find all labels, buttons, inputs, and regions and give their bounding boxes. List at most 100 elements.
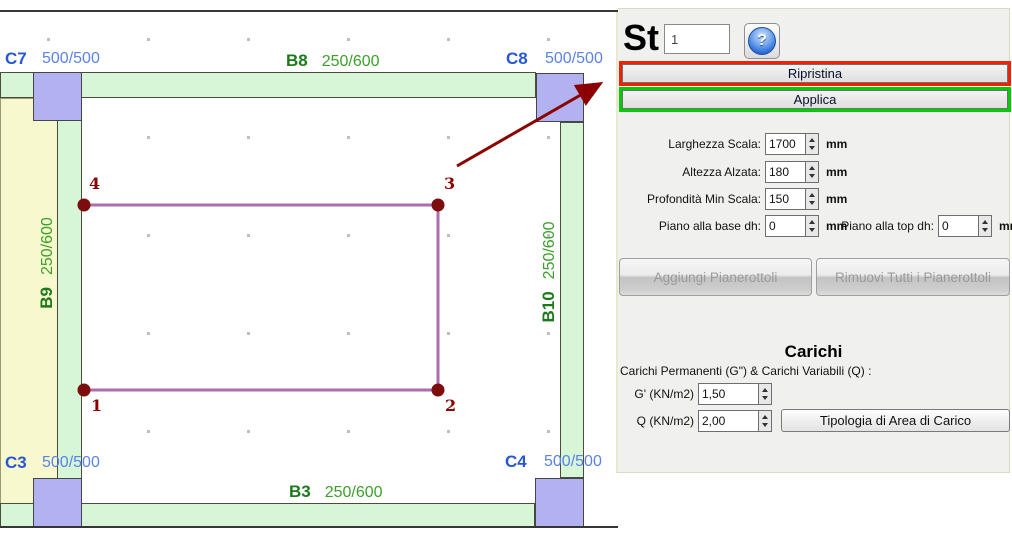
grid-dot xyxy=(447,38,450,41)
vertex-2-marker xyxy=(431,383,445,397)
profondita-stepper[interactable] xyxy=(806,188,819,210)
step-down-icon[interactable] xyxy=(762,423,768,427)
piano-top-unit: mm xyxy=(999,219,1012,233)
applica-highlight: Applica xyxy=(619,87,1011,112)
column-c3-size: 500/500 xyxy=(42,454,100,471)
grid-dot xyxy=(247,136,250,139)
column-c4-label: C4 xyxy=(505,452,527,471)
beam-b10-label: B10250/600 xyxy=(539,221,558,323)
step-up-icon[interactable] xyxy=(762,388,768,392)
q-label: Q (KN/m2) xyxy=(636,414,694,428)
ripristina-button[interactable]: Ripristina xyxy=(622,64,1008,83)
beam-b8[interactable] xyxy=(0,72,536,98)
piano-top-label: Piano alla top dh: xyxy=(841,219,934,233)
vertex-1-label[interactable]: 1 xyxy=(91,396,103,415)
piano-base-input[interactable] xyxy=(765,215,806,237)
column-c4[interactable] xyxy=(535,478,584,527)
row-piano-top: Piano alla top dh: mm xyxy=(840,215,1012,237)
step-up-icon[interactable] xyxy=(809,220,815,224)
step-down-icon[interactable] xyxy=(762,396,768,400)
g-input[interactable] xyxy=(698,383,759,405)
altezza-stepper[interactable] xyxy=(806,161,819,183)
grid-dot xyxy=(447,136,450,139)
grid-dot xyxy=(447,430,450,433)
beam-b3-label: B3 250/600 xyxy=(289,482,383,501)
tipologia-area-carico-button[interactable]: Tipologia di Area di Carico xyxy=(781,409,1010,432)
column-c3-label: C3 xyxy=(5,453,27,472)
beam-b9[interactable] xyxy=(57,98,82,503)
q-input[interactable] xyxy=(698,410,759,432)
step-down-icon[interactable] xyxy=(809,228,815,232)
profondita-input[interactable] xyxy=(765,188,806,210)
step-up-icon[interactable] xyxy=(809,138,815,142)
column-c4-size: 500/500 xyxy=(544,453,602,470)
grid-dot xyxy=(447,234,450,237)
larghezza-input[interactable] xyxy=(765,133,806,155)
column-c8[interactable] xyxy=(536,73,584,122)
grid-dot xyxy=(247,332,250,335)
stair-title: St xyxy=(623,17,659,58)
help-icon: ? xyxy=(748,27,776,55)
profondita-unit: mm xyxy=(826,192,848,206)
grid-dot xyxy=(147,38,150,41)
applica-button[interactable]: Applica xyxy=(622,90,1008,109)
step-up-icon[interactable] xyxy=(982,220,988,224)
piano-top-input[interactable] xyxy=(938,215,979,237)
altezza-input[interactable] xyxy=(765,161,806,183)
vertex-4-label[interactable]: 4 xyxy=(89,174,101,193)
q-stepper[interactable] xyxy=(759,410,772,432)
row-altezza: Altezza Alzata: mm xyxy=(618,161,847,183)
piano-base-label: Piano alla base dh: xyxy=(658,219,761,233)
grid-dot xyxy=(247,38,250,41)
step-down-icon[interactable] xyxy=(809,174,815,178)
step-down-icon[interactable] xyxy=(809,146,815,150)
grid-dot xyxy=(547,332,550,335)
plan-canvas[interactable]: C7 500/500 C8 500/500 C3 500/500 C4 500/… xyxy=(0,0,618,538)
g-label: G' (KN/m2) xyxy=(634,387,694,401)
row-piano-base: Piano alla base dh: mm xyxy=(618,215,847,237)
grid-dot xyxy=(47,38,50,41)
grid-dot xyxy=(547,136,550,139)
column-c7[interactable] xyxy=(33,72,82,121)
grid-dot xyxy=(347,136,350,139)
grid-dot xyxy=(147,136,150,139)
g-stepper[interactable] xyxy=(759,383,772,405)
step-up-icon[interactable] xyxy=(809,166,815,170)
grid-dot xyxy=(147,234,150,237)
grid-dot xyxy=(447,332,450,335)
carichi-heading: Carichi xyxy=(784,342,843,361)
row-g: G' (KN/m2) xyxy=(618,383,772,405)
stair-properties-panel: St ? Ripristina Applica Larghezza Scala:… xyxy=(616,8,1012,473)
step-down-icon[interactable] xyxy=(982,228,988,232)
altezza-label: Altezza Alzata: xyxy=(682,165,761,179)
grid-dot xyxy=(347,332,350,335)
grid-dot xyxy=(547,430,550,433)
beam-b8-label: B8 250/600 xyxy=(286,51,380,70)
piano-top-stepper[interactable] xyxy=(979,215,992,237)
column-c7-size: 500/500 xyxy=(42,50,100,67)
column-c7-label: C7 xyxy=(5,49,27,68)
step-up-icon[interactable] xyxy=(809,193,815,197)
rimuovi-pianerottoli-button[interactable]: Rimuovi Tutti i Pianerottoli xyxy=(816,258,1010,296)
beam-b3[interactable] xyxy=(0,503,535,527)
ripristina-highlight: Ripristina xyxy=(619,61,1011,86)
aggiungi-pianerottoli-button[interactable]: Aggiungi Pianerottoli xyxy=(619,258,812,296)
row-profondita: Profondità Min Scala: mm xyxy=(618,188,847,210)
grid-dot xyxy=(547,38,550,41)
piano-base-stepper[interactable] xyxy=(806,215,819,237)
larghezza-stepper[interactable] xyxy=(806,133,819,155)
column-c8-size: 500/500 xyxy=(545,50,603,67)
vertex-3-label[interactable]: 3 xyxy=(444,174,456,193)
column-c3[interactable] xyxy=(33,478,82,527)
row-q: Q (KN/m2) xyxy=(618,410,772,432)
help-button[interactable]: ? xyxy=(744,23,780,59)
step-up-icon[interactable] xyxy=(762,415,768,419)
beam-b10[interactable] xyxy=(560,122,584,478)
vertex-2-label[interactable]: 2 xyxy=(445,396,457,415)
grid-dot xyxy=(247,430,250,433)
step-down-icon[interactable] xyxy=(809,201,815,205)
stair-number-input[interactable] xyxy=(664,24,730,54)
row-larghezza: Larghezza Scala: mm xyxy=(618,133,847,155)
piano-base-unit: mm xyxy=(826,219,848,233)
